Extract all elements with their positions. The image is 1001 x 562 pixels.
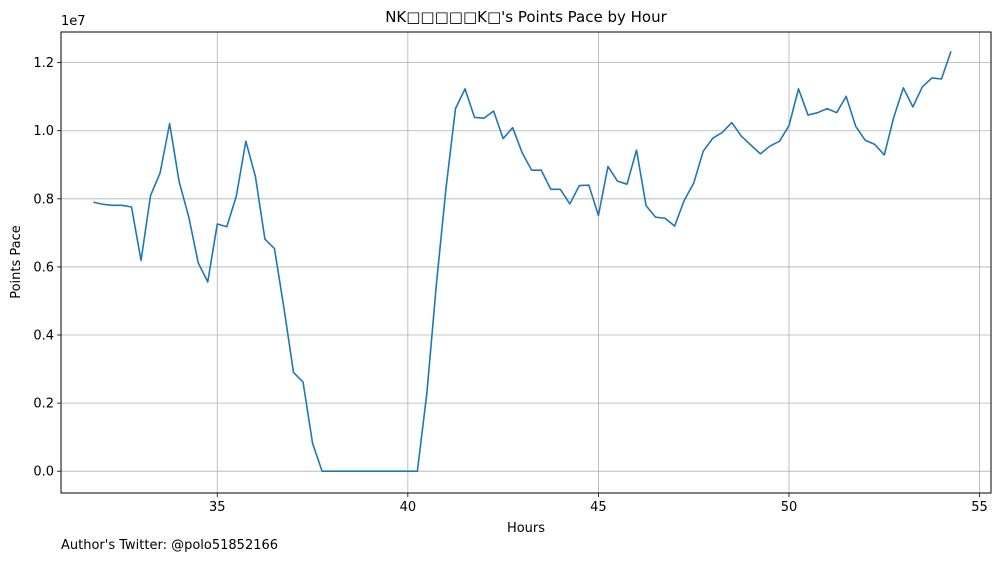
y-tick-label: 0.8 xyxy=(33,192,54,207)
y-tick-label: 1.2 xyxy=(33,56,54,71)
x-tick-label: 40 xyxy=(400,500,417,515)
y-multiplier-label: 1e7 xyxy=(61,14,86,29)
y-tick-label: 0.4 xyxy=(33,329,54,344)
x-tick-label: 55 xyxy=(971,500,988,515)
y-tick-label: 0.0 xyxy=(33,465,54,480)
y-axis-label: Points Pace xyxy=(9,225,24,299)
x-tick-label: 45 xyxy=(590,500,607,515)
x-axis-ticks: 35 40 45 50 55 xyxy=(209,493,988,515)
series-line-group xyxy=(93,51,952,473)
y-tick-label: 0.2 xyxy=(33,397,54,412)
plot-frame xyxy=(60,31,992,494)
series-line xyxy=(93,51,952,473)
grid-lines xyxy=(61,32,991,493)
y-axis-ticks: 0.0 0.2 0.4 0.6 0.8 1.0 1.2 xyxy=(33,56,61,480)
author-footer: Author's Twitter: @polo51852166 xyxy=(61,538,279,553)
x-tick-label: 50 xyxy=(781,500,798,515)
x-axis-label: Hours xyxy=(507,521,545,536)
y-tick-label: 0.6 xyxy=(33,260,54,275)
x-tick-label: 35 xyxy=(209,500,226,515)
y-tick-label: 1.0 xyxy=(33,124,54,139)
chart-title: NK□□□□□K□'s Points Pace by Hour xyxy=(385,8,667,26)
